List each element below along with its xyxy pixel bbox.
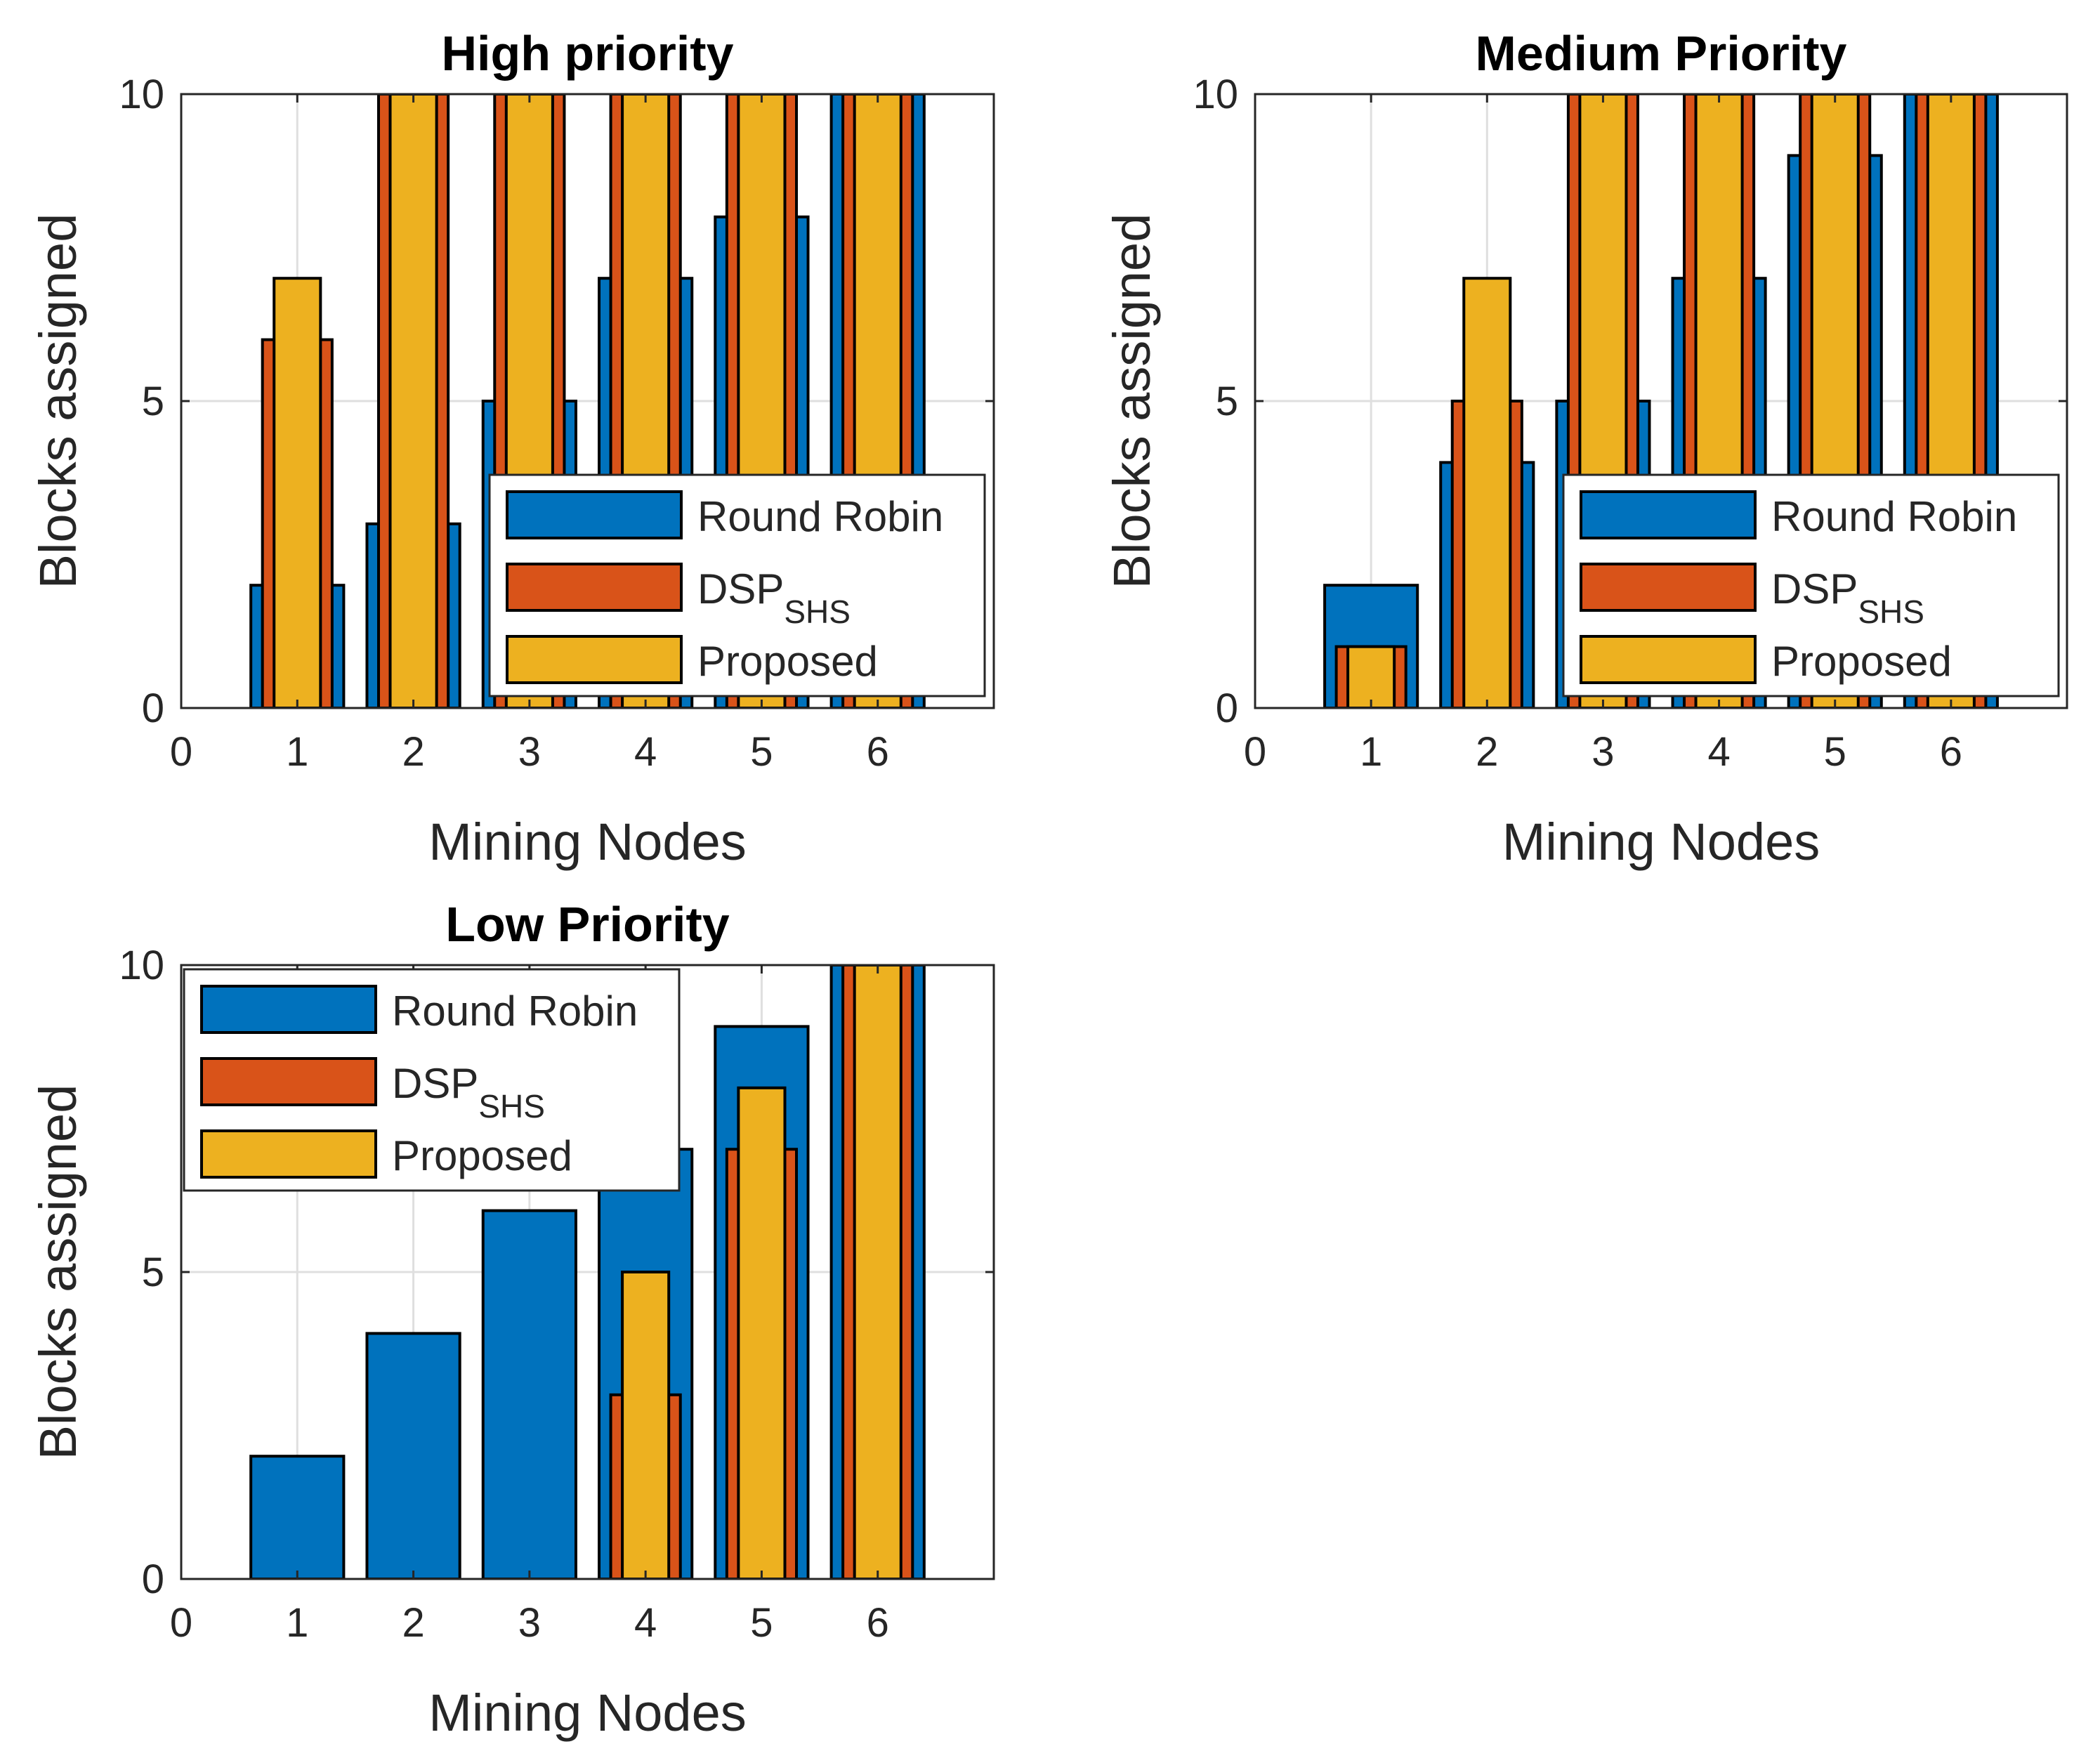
y-tick-label: 0 xyxy=(142,1556,164,1602)
legend-label-text: Proposed xyxy=(1771,638,1952,685)
x-tick-label: 0 xyxy=(1244,729,1266,775)
legend-swatch-proposed xyxy=(1580,635,1757,684)
y-tick-label: 10 xyxy=(1193,72,1238,117)
x-axis-label: Mining Nodes xyxy=(428,1684,746,1742)
legend-swatch-proposed xyxy=(506,635,683,684)
legend-label-text: Proposed xyxy=(697,638,878,685)
x-tick-label: 2 xyxy=(402,729,424,775)
chart-title: Medium Priority xyxy=(1476,26,1847,81)
chart-title: High priority xyxy=(441,26,733,81)
legend-swatch-dsp xyxy=(506,563,683,612)
legend-label: Round Robin xyxy=(697,493,943,540)
legend-label-text: DSP xyxy=(697,565,784,612)
legend-swatch-round-robin xyxy=(200,985,377,1034)
legend-label-text: Round Robin xyxy=(392,988,638,1035)
bar-round-robin-node-3 xyxy=(481,1209,577,1579)
x-tick-label: 2 xyxy=(402,1600,424,1646)
legend-label-text: Proposed xyxy=(392,1132,572,1179)
legend-label: Round Robin xyxy=(392,988,638,1035)
legend-label: Round Robin xyxy=(1771,493,2017,540)
y-axis-label: Blocks assigned xyxy=(1103,214,1161,589)
legend-label-text: Round Robin xyxy=(1771,493,2017,540)
bar-proposed-node-6 xyxy=(853,965,903,1579)
x-axis-label: Mining Nodes xyxy=(1502,813,1820,871)
x-tick-label: 1 xyxy=(1360,729,1382,775)
y-tick-label: 5 xyxy=(142,379,164,424)
legend-label-subscript: SHS xyxy=(478,1088,545,1125)
x-tick-label: 6 xyxy=(867,729,889,775)
x-tick-label: 6 xyxy=(1940,729,1962,775)
y-axis-label: Blocks assigned xyxy=(29,214,87,589)
y-tick-label: 5 xyxy=(1216,379,1238,424)
x-tick-label: 5 xyxy=(1824,729,1846,775)
legend-swatch-proposed xyxy=(200,1129,377,1179)
x-tick-label: 3 xyxy=(518,1600,541,1646)
bar-proposed-node-1 xyxy=(273,277,322,708)
y-tick-label: 10 xyxy=(119,943,164,988)
legend: Round Robin DSPSHS Proposed xyxy=(488,473,986,697)
subplot-3: 0 1 2 3 4 5 6 0 5 10 Low Priority Mining Nodes Block… xyxy=(29,897,995,1742)
legend-label-text: DSP xyxy=(1771,565,1858,612)
x-tick-label: 0 xyxy=(170,1600,192,1646)
bar-round-robin-node-2 xyxy=(365,1332,461,1579)
y-tick-label: 5 xyxy=(142,1250,164,1295)
bar-proposed-node-2 xyxy=(1462,277,1512,708)
legend-swatch-round-robin xyxy=(1580,490,1757,539)
legend-swatch-dsp xyxy=(200,1057,377,1106)
bar-proposed-node-4 xyxy=(621,1271,671,1579)
y-tick-label: 10 xyxy=(119,72,164,117)
x-tick-label: 5 xyxy=(750,1600,773,1646)
chart-title: Low Priority xyxy=(445,897,730,952)
bar-proposed-node-1 xyxy=(1346,645,1396,708)
x-axis-label: Mining Nodes xyxy=(428,813,746,871)
legend-label: DSPSHS xyxy=(392,1060,545,1125)
subplot-2: 0 1 2 3 4 5 6 0 5 10 Medium Priority Mining Nodes Bl… xyxy=(1103,26,2068,871)
legend-label-text: DSP xyxy=(392,1060,478,1107)
legend: Round Robin DSPSHS Proposed xyxy=(183,968,681,1192)
subplot-1: 0 1 2 3 4 5 6 0 5 10 High priority Mining Nodes Bloc… xyxy=(29,26,995,871)
legend-label-subscript: SHS xyxy=(784,594,851,630)
x-tick-label: 4 xyxy=(634,1600,657,1646)
x-tick-label: 2 xyxy=(1476,729,1498,775)
bar-proposed-node-2 xyxy=(388,94,438,708)
legend: Round Robin DSPSHS Proposed xyxy=(1562,473,2060,697)
y-tick-label: 0 xyxy=(142,686,164,731)
bar-round-robin-node-1 xyxy=(249,1455,346,1579)
legend-label: DSPSHS xyxy=(1771,565,1924,630)
x-tick-label: 4 xyxy=(634,729,657,775)
x-tick-label: 0 xyxy=(170,729,192,775)
x-tick-label: 3 xyxy=(1592,729,1614,775)
x-tick-label: 1 xyxy=(286,1600,308,1646)
legend-swatch-dsp xyxy=(1580,563,1757,612)
x-tick-label: 1 xyxy=(286,729,308,775)
x-tick-label: 6 xyxy=(867,1600,889,1646)
x-tick-label: 4 xyxy=(1707,729,1730,775)
legend-swatch-round-robin xyxy=(506,490,683,539)
legend-label-subscript: SHS xyxy=(1858,594,1924,630)
x-tick-label: 5 xyxy=(750,729,773,775)
legend-label: Proposed xyxy=(1771,638,1952,685)
legend-label: Proposed xyxy=(697,638,878,685)
y-tick-label: 0 xyxy=(1216,686,1238,731)
legend-label-text: Round Robin xyxy=(697,493,943,540)
legend-label: DSPSHS xyxy=(697,565,851,630)
y-axis-label: Blocks assigned xyxy=(29,1084,87,1460)
bar-proposed-node-5 xyxy=(737,1086,787,1579)
legend-label: Proposed xyxy=(392,1132,572,1179)
x-tick-label: 3 xyxy=(518,729,541,775)
